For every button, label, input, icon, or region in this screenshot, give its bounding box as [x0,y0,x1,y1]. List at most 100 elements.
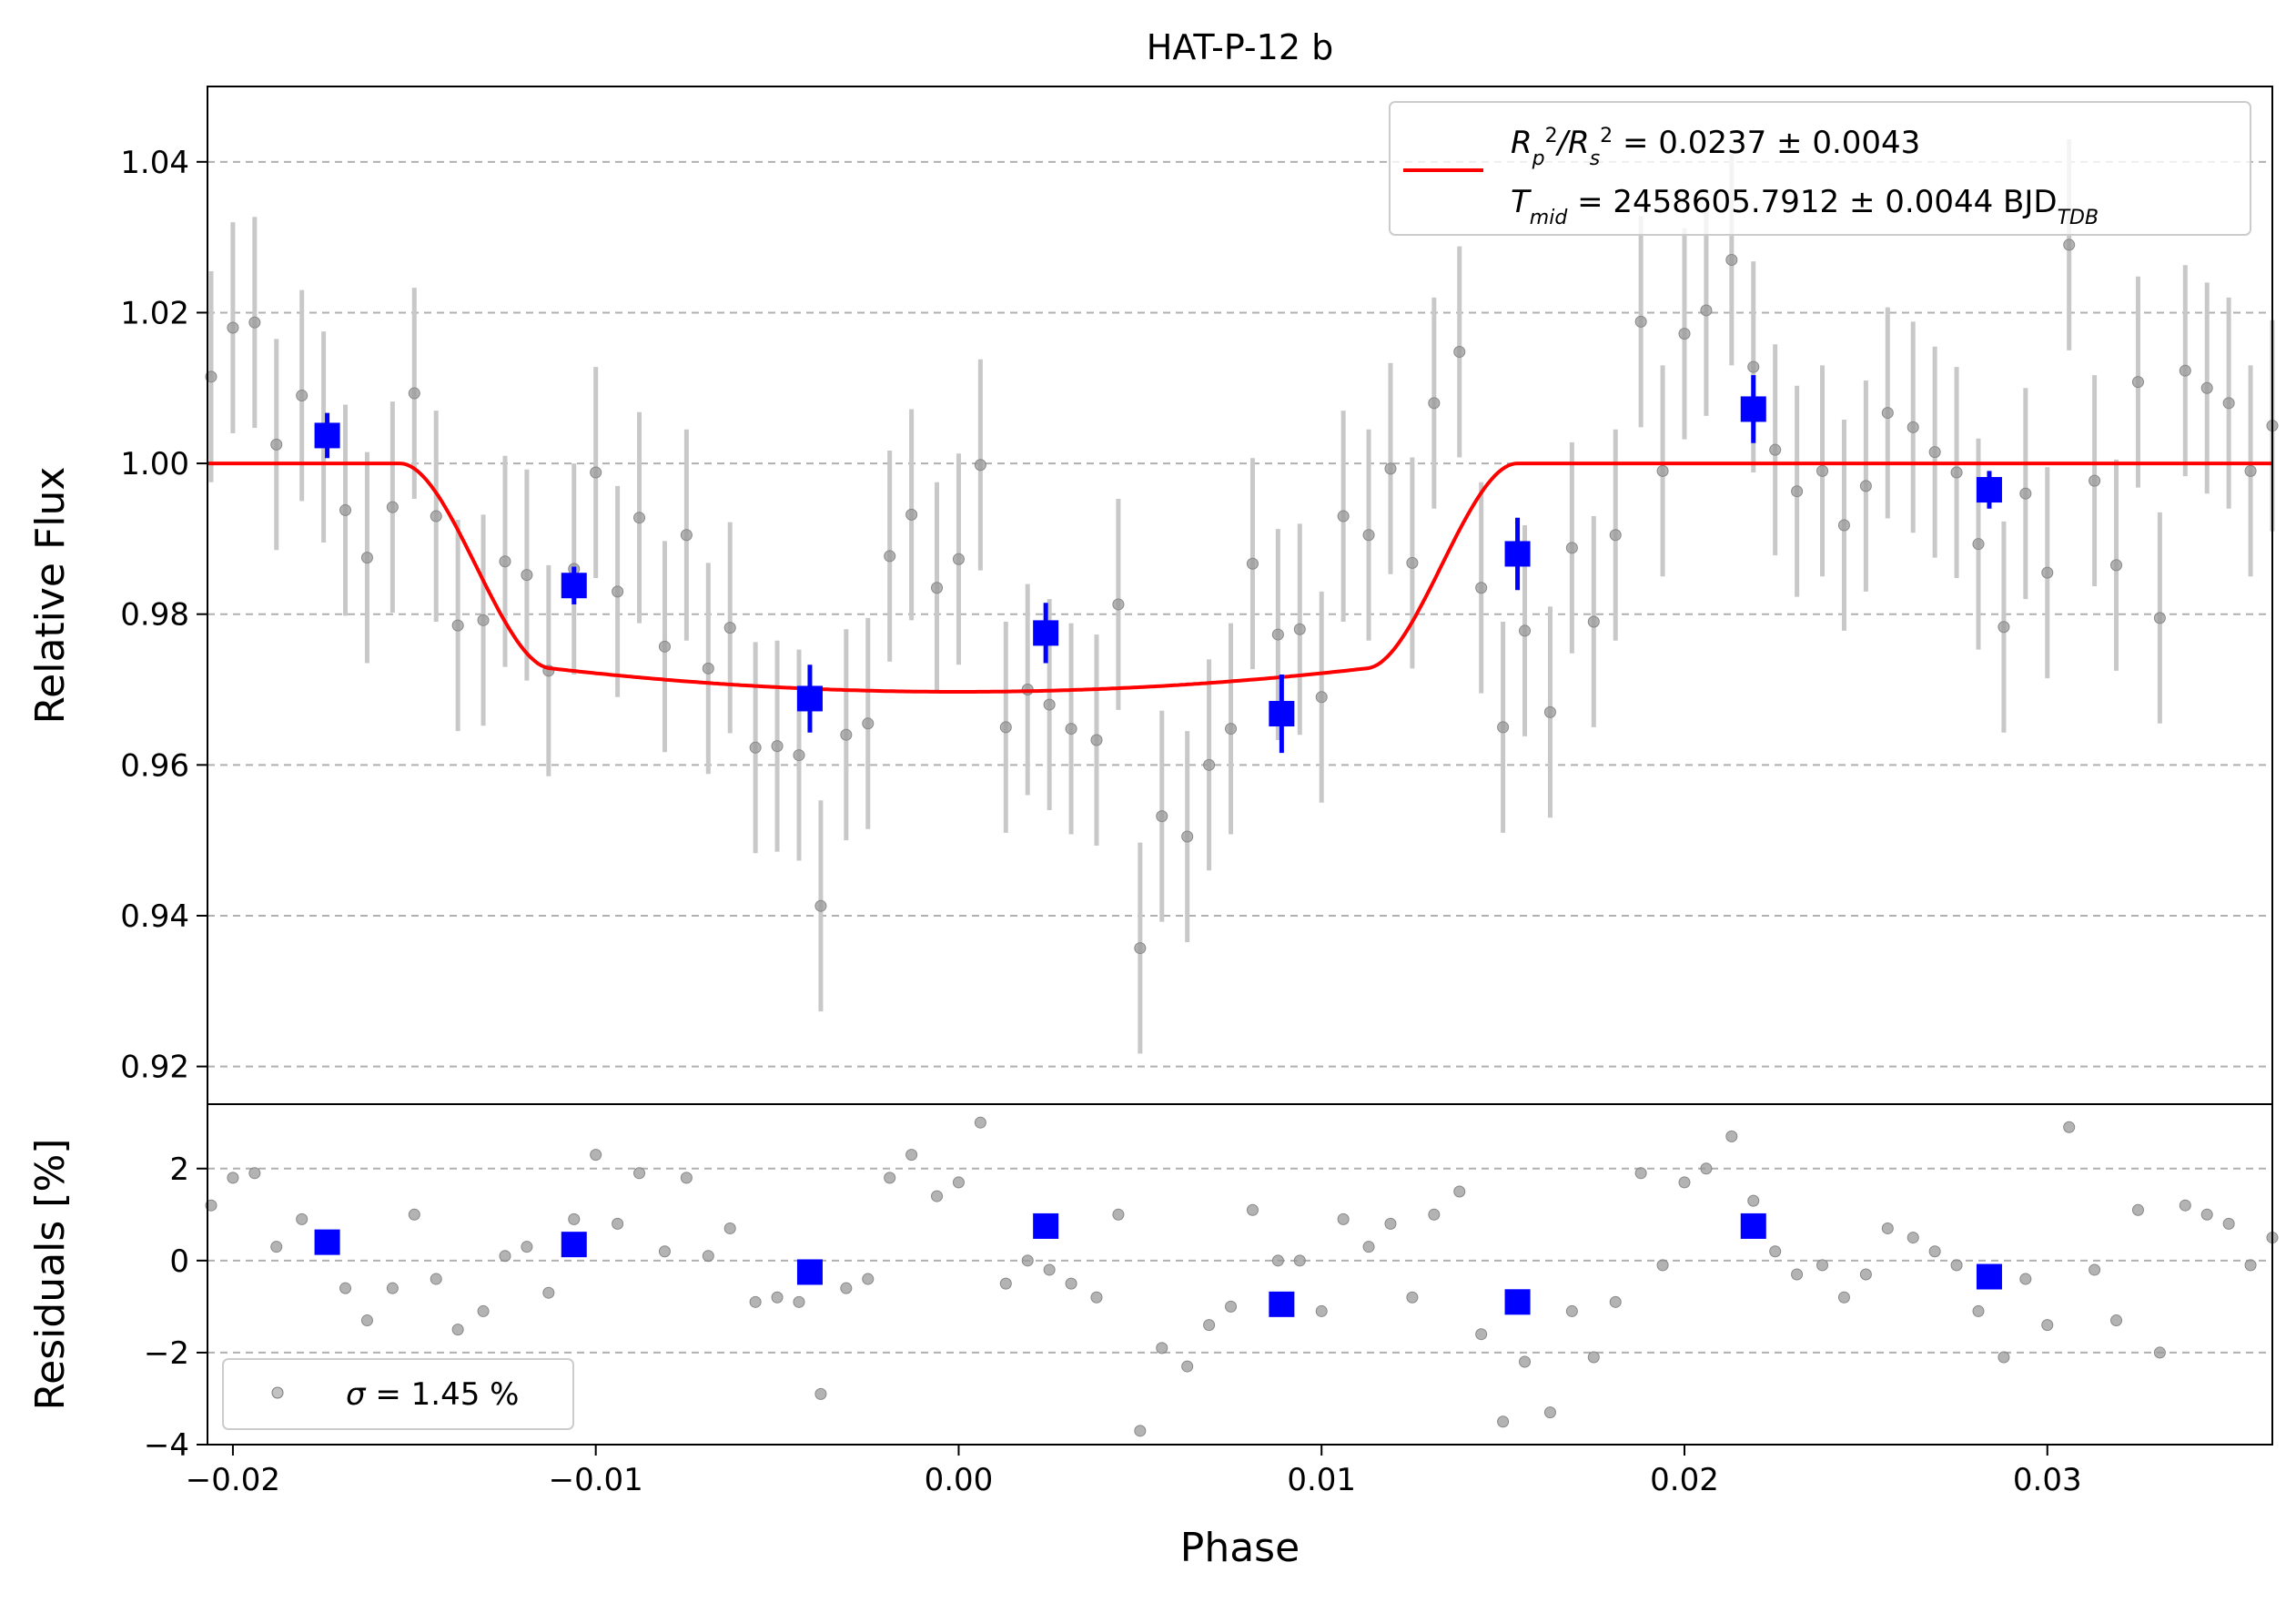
raw-point [270,438,283,451]
raw-point [931,582,944,594]
residual-binned-point [314,1229,340,1255]
residual-point [1519,1355,1532,1368]
residual-point [477,1304,490,1317]
raw-point [814,899,827,912]
residual-point [1881,1222,1894,1234]
raw-point [2089,474,2101,487]
chart-title: HAT-P-12 b [1147,27,1333,67]
raw-point [1519,624,1532,637]
raw-point [451,619,464,632]
raw-point [1859,480,1872,492]
residual-point [1837,1291,1850,1304]
x-tick-label: 0.03 [2013,1462,2082,1498]
bottom-gridlines [207,1167,2272,1354]
bottom-y-tick-label: 2 [169,1152,189,1188]
residual-point [568,1212,581,1225]
raw-point [1700,304,1713,317]
raw-point [2244,464,2257,477]
residual-point [862,1273,875,1285]
raw-point [612,585,624,598]
raw-point [1246,557,1259,570]
residual-point [1337,1212,1350,1225]
residual-point [1907,1232,1919,1244]
raw-point [1881,407,1894,420]
bottom-panel-frame [207,1103,2273,1446]
residual-point [1816,1259,1829,1272]
raw-point [1315,691,1328,704]
raw-point [1475,582,1488,594]
raw-point [1950,466,1963,479]
residual-point [884,1172,896,1184]
raw-point [1791,485,1804,498]
raw-point [633,512,646,524]
raw-point [1543,705,1556,718]
x-tick-label: 0.00 [925,1462,994,1498]
raw-point [840,728,853,741]
raw-point [1497,721,1510,734]
residual-point [248,1167,261,1180]
binned-point [1269,701,1295,727]
residual-point [1998,1351,2010,1364]
raw-point [999,721,1012,734]
tmid-t: T [1511,184,1532,220]
raw-point [1428,397,1441,410]
top-y-tick-label: 0.98 [120,597,189,634]
raw-point [248,316,261,329]
raw-point [2041,566,2054,579]
residual-point [2131,1203,2144,1216]
top-y-ticks: 0.92 0.94 0.96 0.98 1.00 1.02 1.04 [120,145,207,1086]
raw-point [771,740,784,753]
residual-point [408,1208,420,1221]
raw-point [1271,628,1284,641]
residual-point [2110,1314,2123,1327]
residual-point [1950,1259,1963,1272]
residual-binned-point [1269,1291,1295,1317]
raw-point [793,749,805,762]
residual-point [227,1172,239,1184]
y-axis-label-residuals: Residuals [%] [27,1139,74,1411]
binned-point [1740,396,1766,422]
raw-point [1769,443,1782,456]
top-y-tick-label: 0.94 [120,898,189,935]
residual-binned-point [1976,1263,2002,1290]
sigma-value: = 1.45 % [366,1376,520,1413]
residual-point [2019,1273,2032,1285]
depth-value: = 0.0237 ± 0.0043 [1613,125,1920,161]
residual-point [2200,1208,2213,1221]
top-y-tick-label: 0.96 [120,747,189,784]
residual-point [2179,1199,2191,1212]
residual-point [1246,1203,1259,1216]
residual-point [360,1314,373,1327]
raw-point [1293,623,1306,635]
residual-legend: σ = 1.45 % [222,1358,574,1430]
residual-point [1271,1254,1284,1267]
raw-point [296,390,308,402]
raw-point [884,550,896,563]
residual-raw-points [205,1116,2279,1437]
residual-point [1859,1268,1872,1281]
raw-point [1907,421,1919,433]
raw-point [1928,446,1941,459]
raw-point [1112,598,1125,611]
top-gridlines [207,160,2272,1068]
residual-point [1203,1319,1216,1332]
residual-point [749,1295,762,1308]
raw-point [1816,464,1829,477]
residual-point [386,1282,399,1294]
x-tick-label: 0.01 [1287,1462,1356,1498]
raw-point [974,459,986,472]
residual-point [1090,1291,1103,1304]
raw-point [360,552,373,564]
raw-point [1337,510,1350,522]
binned-point [561,573,587,599]
residual-point [680,1172,693,1184]
residual-point [590,1149,602,1162]
residual-point [339,1282,352,1294]
raw-point [339,503,352,516]
raw-point [1384,462,1397,475]
residual-point [814,1387,827,1400]
raw-point [408,387,420,400]
raw-point [1156,810,1168,823]
raw-point [1406,556,1419,569]
depth-r: R [1511,125,1532,161]
